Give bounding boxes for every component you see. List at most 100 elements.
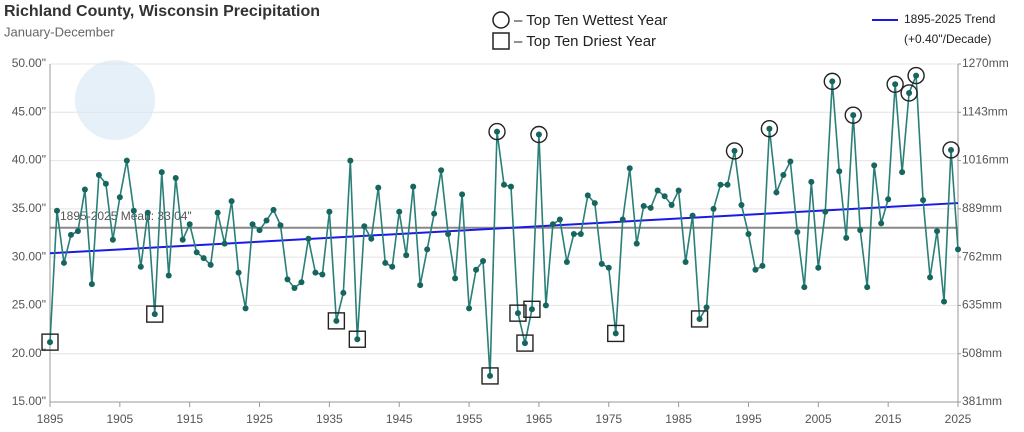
data-point bbox=[717, 181, 724, 188]
driest-marker bbox=[516, 334, 534, 352]
data-point bbox=[892, 81, 899, 88]
data-point bbox=[298, 279, 305, 286]
data-point bbox=[53, 207, 60, 214]
data-point bbox=[431, 210, 438, 217]
data-point bbox=[759, 262, 766, 269]
data-point bbox=[109, 236, 116, 243]
data-point bbox=[871, 162, 878, 169]
data-point bbox=[815, 264, 822, 271]
data-point bbox=[556, 216, 563, 223]
data-point bbox=[535, 131, 542, 138]
data-point bbox=[668, 201, 675, 208]
data-point bbox=[396, 208, 403, 215]
data-point bbox=[703, 304, 710, 311]
data-point bbox=[445, 230, 452, 237]
data-point bbox=[906, 89, 913, 96]
data-point bbox=[738, 201, 745, 208]
x-tick-label: 1995 bbox=[735, 412, 762, 426]
y-tick-label: 50.00" bbox=[12, 56, 46, 70]
data-point bbox=[312, 269, 319, 276]
data-point bbox=[361, 223, 368, 230]
data-point bbox=[501, 181, 507, 188]
data-point bbox=[878, 220, 885, 227]
data-point bbox=[130, 207, 137, 214]
data-point bbox=[514, 310, 521, 317]
data-point bbox=[619, 216, 626, 223]
data-point bbox=[277, 222, 284, 229]
y-tick-label: 15.00" bbox=[12, 394, 46, 408]
x-tick-label: 2015 bbox=[875, 412, 902, 426]
data-point bbox=[696, 315, 703, 322]
data-point bbox=[333, 317, 340, 324]
data-point bbox=[480, 258, 487, 265]
data-point bbox=[270, 206, 277, 213]
y2-tick-label: 1270mm bbox=[962, 56, 1009, 70]
data-point bbox=[577, 230, 584, 237]
data-point bbox=[731, 147, 738, 154]
data-point bbox=[661, 193, 668, 200]
data-point bbox=[60, 259, 67, 266]
data-point bbox=[172, 174, 179, 181]
data-point bbox=[67, 231, 74, 238]
x-tick-label: 1965 bbox=[526, 412, 553, 426]
wettest-marker bbox=[900, 84, 918, 102]
legend-wettest-icon bbox=[492, 11, 510, 29]
data-point bbox=[375, 184, 382, 191]
data-point bbox=[829, 78, 836, 85]
y-tick-label: 35.00" bbox=[12, 201, 46, 215]
data-point bbox=[745, 230, 752, 237]
wettest-marker bbox=[942, 141, 960, 159]
chart-subtitle: January-December bbox=[4, 24, 115, 39]
data-point bbox=[81, 186, 88, 193]
wettest-marker bbox=[823, 72, 841, 91]
data-point bbox=[193, 249, 200, 256]
y2-tick-label: 762mm bbox=[962, 249, 1002, 263]
data-point bbox=[836, 168, 843, 175]
y2-tick-label: 508mm bbox=[962, 346, 1002, 360]
data-point bbox=[941, 298, 948, 305]
data-point bbox=[689, 212, 696, 219]
y2-tick-label: 1016mm bbox=[962, 153, 1009, 167]
x-tick-label: 1955 bbox=[456, 412, 483, 426]
data-point bbox=[382, 259, 389, 266]
data-point bbox=[74, 228, 81, 235]
data-point bbox=[158, 169, 165, 176]
data-point bbox=[521, 340, 528, 347]
data-point bbox=[235, 269, 242, 276]
data-point bbox=[654, 187, 661, 194]
wettest-marker bbox=[725, 142, 744, 160]
legend-trend: 1895-2025 Trend bbox=[904, 12, 995, 26]
driest-marker bbox=[690, 310, 709, 328]
driest-marker bbox=[41, 333, 59, 351]
data-point bbox=[724, 181, 731, 188]
data-point bbox=[403, 252, 410, 259]
data-point bbox=[563, 258, 570, 265]
data-point bbox=[570, 230, 577, 237]
data-point bbox=[920, 197, 927, 204]
y2-tick-label: 381mm bbox=[962, 394, 1002, 408]
data-point bbox=[179, 236, 186, 243]
data-point bbox=[95, 172, 102, 179]
legend-driest: – Top Ten Driest Year bbox=[514, 33, 656, 50]
data-point bbox=[417, 282, 424, 289]
data-point bbox=[801, 284, 808, 291]
data-point bbox=[710, 205, 717, 212]
y-tick-label: 20.00" bbox=[12, 346, 46, 360]
x-tick-label: 1945 bbox=[386, 412, 413, 426]
data-point bbox=[773, 189, 780, 196]
wettest-marker bbox=[844, 106, 862, 124]
data-point bbox=[291, 285, 298, 292]
data-point bbox=[542, 302, 549, 309]
data-point bbox=[857, 227, 864, 234]
data-point bbox=[305, 235, 312, 242]
data-point bbox=[598, 260, 605, 267]
series-line bbox=[49, 75, 959, 376]
data-point bbox=[626, 165, 633, 172]
data-point bbox=[591, 200, 598, 207]
x-tick-label: 1985 bbox=[665, 412, 692, 426]
driest-marker bbox=[481, 367, 499, 385]
data-point bbox=[410, 183, 417, 190]
data-point bbox=[368, 235, 375, 242]
data-point bbox=[927, 274, 934, 281]
